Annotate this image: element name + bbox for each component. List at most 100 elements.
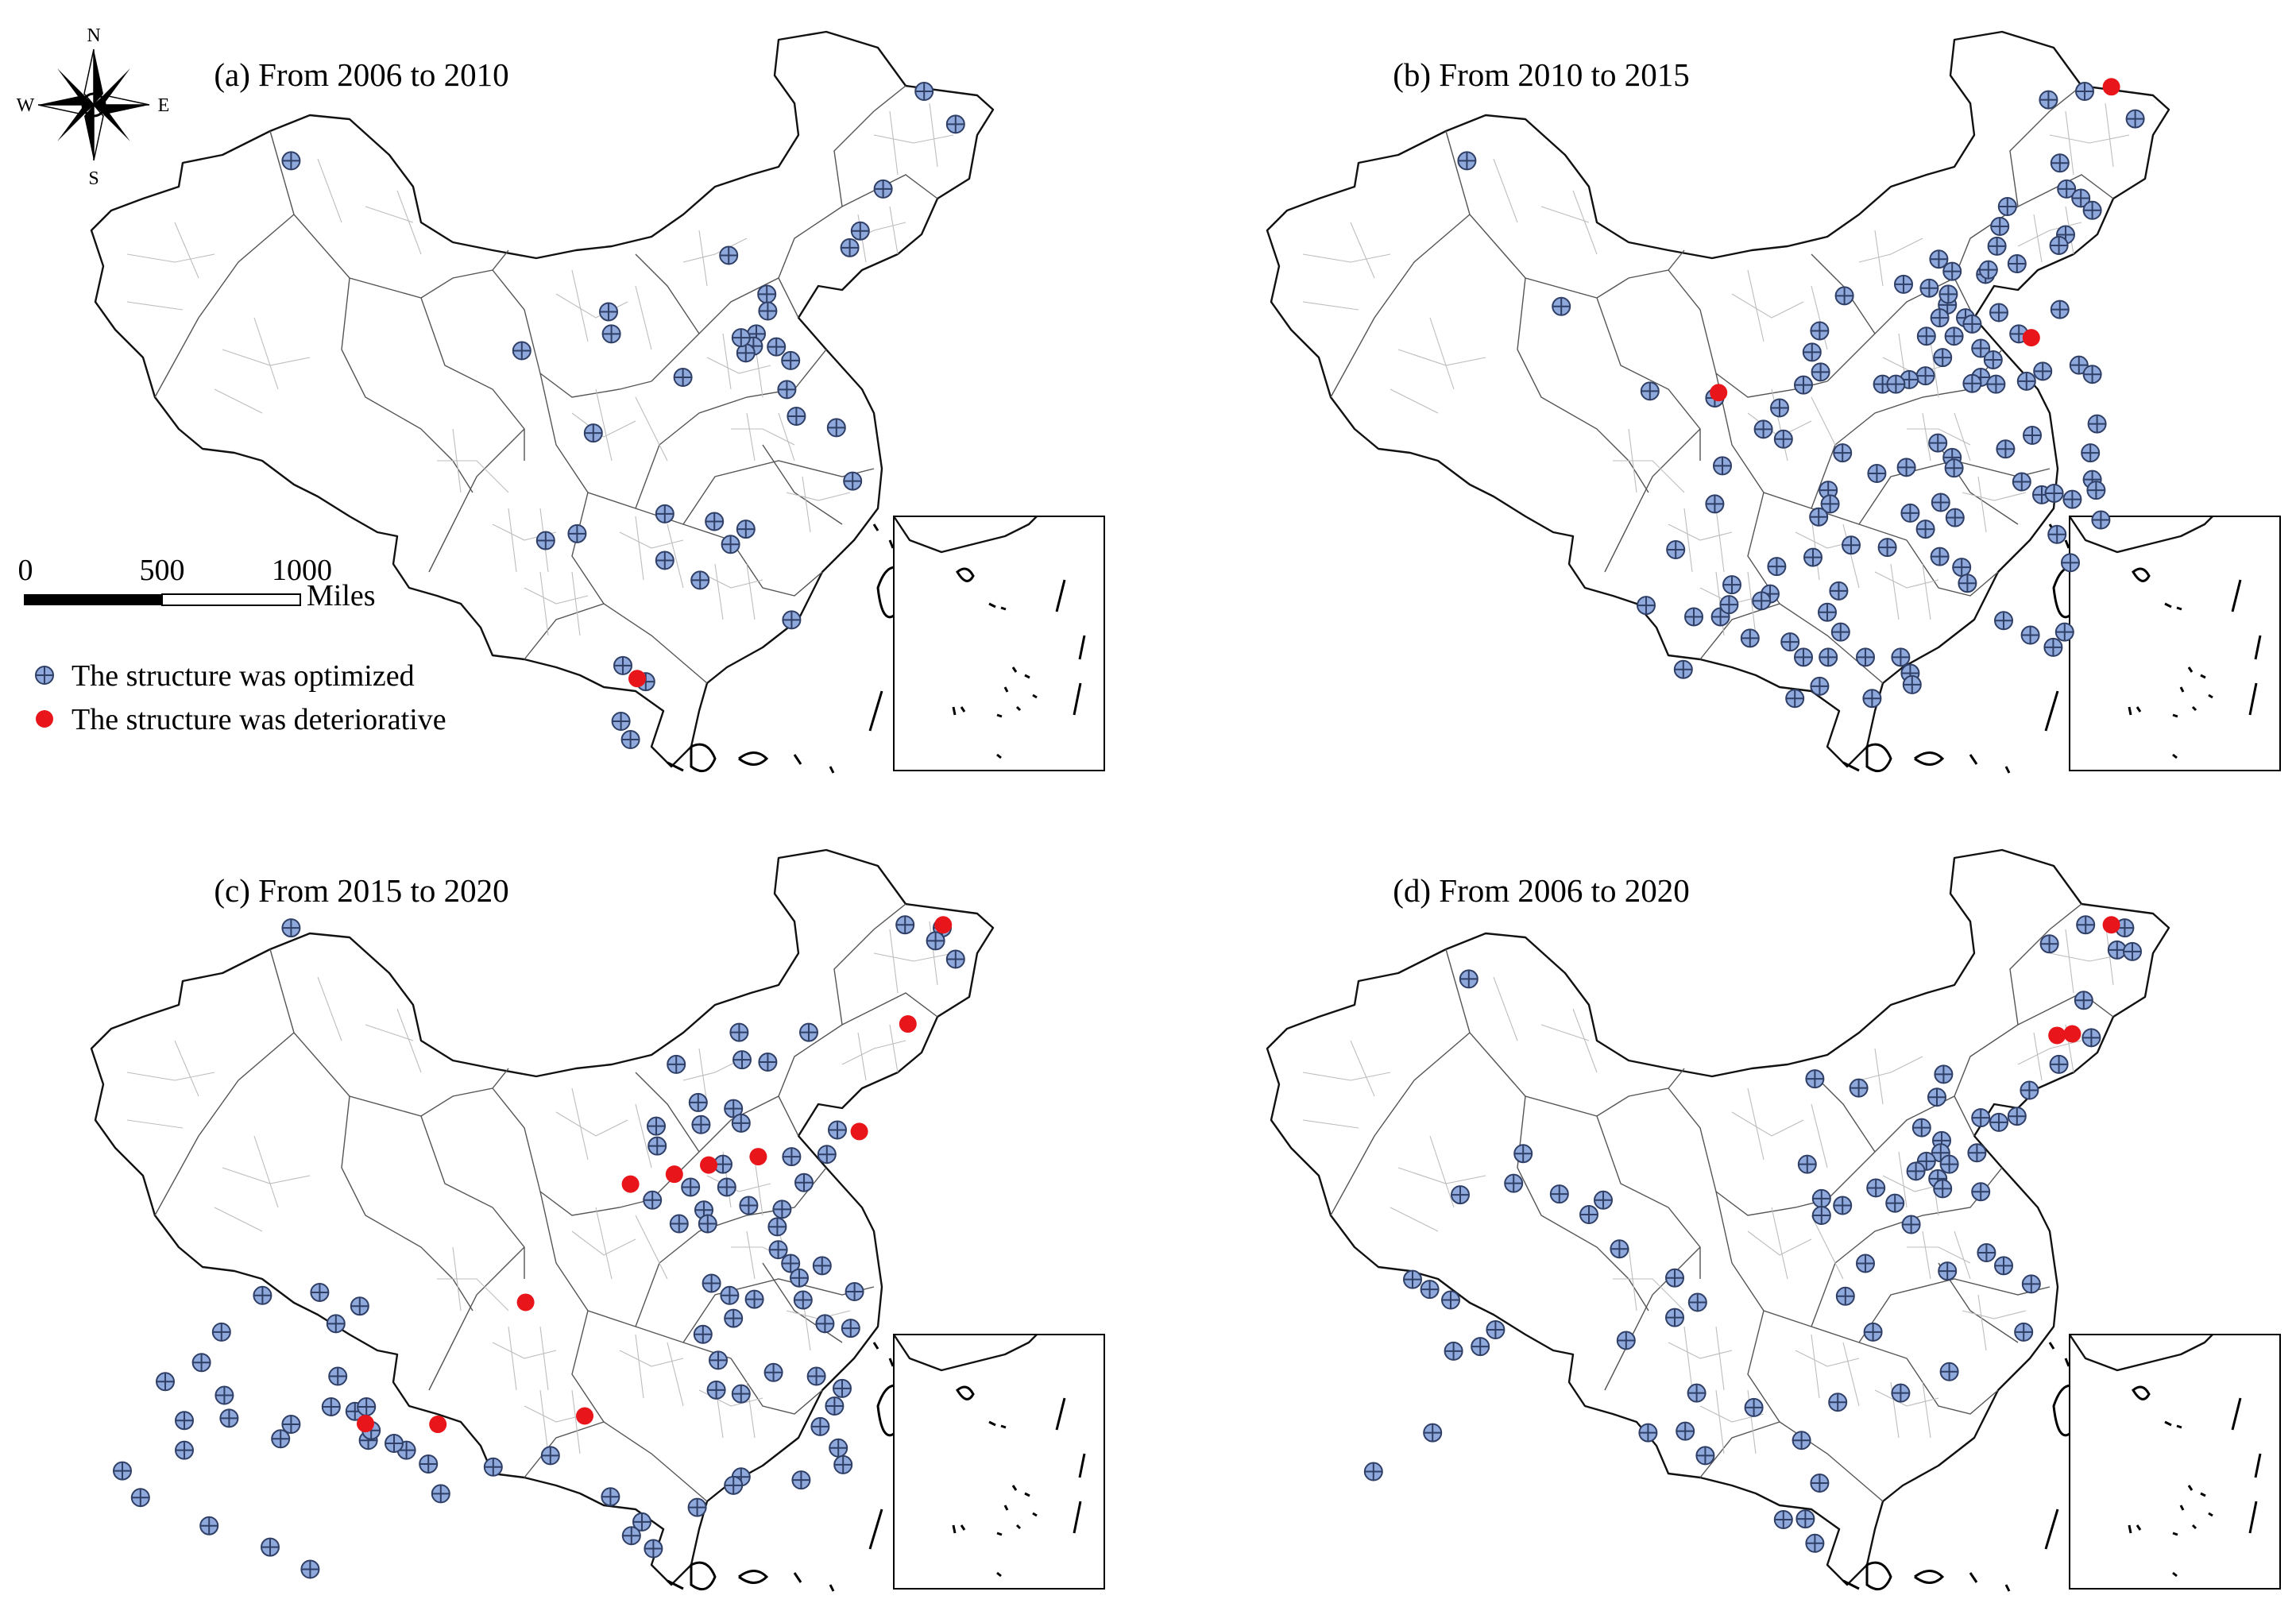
optimized-city-marker [687, 1497, 707, 1517]
deteriorative-city-marker [749, 1148, 767, 1166]
legend: The structure was optimized The structur… [35, 659, 446, 736]
optimized-city-marker [1915, 520, 1935, 539]
optimized-city-marker [1579, 1205, 1598, 1225]
optimized-city-marker [2020, 625, 2040, 645]
optimized-city-marker [1637, 596, 1656, 616]
optimized-city-marker [1811, 362, 1830, 382]
optimized-city-marker [736, 520, 756, 539]
optimized-city-marker [1684, 607, 1703, 627]
optimized-city-marker [419, 1454, 439, 1474]
deteriorative-city-marker [516, 1293, 535, 1311]
optimized-city-marker [790, 1268, 809, 1288]
optimized-city-marker [1819, 647, 1838, 667]
scale-bar: 0 500 1000 Miles [18, 554, 376, 612]
optimized-city-marker [1740, 628, 1760, 648]
optimized-city-marker [1486, 1320, 1506, 1339]
optimized-city-marker [739, 1196, 759, 1215]
optimized-city-marker [1549, 1184, 1569, 1204]
south-china-sea-inset [2069, 516, 2281, 771]
optimized-city-marker [601, 1487, 620, 1507]
south-china-sea-inset [893, 1334, 1105, 1590]
deteriorative-city-marker [2048, 1026, 2066, 1045]
optimized-city-marker [1989, 303, 2008, 323]
optimized-city-marker [1451, 1185, 1470, 1205]
optimized-city-marker [1676, 1421, 1695, 1441]
optimized-city-marker [219, 1408, 239, 1428]
optimized-city-marker [113, 1461, 132, 1481]
optimized-city-marker [1753, 419, 1773, 439]
optimized-city-marker [2081, 1028, 2101, 1048]
optimized-city-marker [717, 1177, 736, 1197]
scale-tick-500: 500 [140, 554, 185, 587]
deteriorative-city-marker [700, 1156, 717, 1174]
optimized-city-marker [2074, 991, 2093, 1010]
optimized-city-marker [2007, 1107, 2027, 1126]
optimized-city-marker [1835, 1286, 1855, 1306]
optimized-city-marker [632, 1512, 651, 1532]
optimized-city-marker [1944, 326, 1964, 346]
optimized-city-marker [1459, 969, 1478, 989]
legend-optimized-marker [35, 666, 54, 685]
optimized-city-marker [1797, 1154, 1817, 1174]
optimized-city-marker [2062, 489, 2082, 509]
optimized-city-marker [1773, 429, 1793, 449]
optimized-city-marker [1441, 1290, 1460, 1310]
optimized-city-marker [667, 1054, 686, 1074]
panel-title-b: (b) From 2010 to 2015 [1393, 56, 1690, 93]
optimized-city-marker [1877, 538, 1897, 558]
optimized-city-marker [1457, 151, 1477, 171]
optimized-city-marker [1773, 1510, 1793, 1530]
legend-optimized-label: The structure was optimized [72, 659, 415, 693]
optimized-city-marker [702, 1273, 721, 1293]
optimized-city-marker [782, 1147, 802, 1167]
optimized-city-marker [1978, 260, 1998, 280]
optimized-city-marker [1885, 1193, 1905, 1213]
optimized-city-marker [1983, 350, 2003, 369]
optimized-city-marker [2047, 524, 2067, 544]
optimized-city-marker [175, 1440, 194, 1460]
optimized-city-marker [1805, 1069, 1825, 1089]
optimized-city-marker [1939, 1362, 1959, 1381]
deteriorative-city-marker [429, 1416, 447, 1434]
optimized-city-marker [1939, 1154, 1959, 1174]
optimized-city-marker [2044, 483, 2064, 503]
optimized-city-marker [1785, 689, 1805, 709]
optimized-city-marker [681, 1177, 701, 1197]
optimized-city-marker [261, 1537, 280, 1557]
south-china-sea-inset [2069, 1334, 2281, 1590]
optimized-city-marker [1552, 296, 1571, 316]
optimized-city-marker [357, 1396, 377, 1416]
optimized-city-marker [567, 523, 587, 543]
optimized-city-marker [1987, 236, 2007, 256]
map-panel-a [90, 30, 1105, 775]
compass-north-label: N [87, 25, 100, 46]
optimized-city-marker [540, 1446, 560, 1466]
optimized-city-marker [2014, 1322, 2034, 1342]
optimized-city-marker [2107, 940, 2127, 960]
optimized-city-marker [815, 1314, 835, 1334]
optimized-city-marker [758, 301, 778, 321]
optimized-city-marker [1866, 1178, 1886, 1198]
optimized-city-marker [1962, 373, 1982, 393]
optimized-city-marker [840, 238, 860, 257]
optimized-city-marker [2050, 299, 2070, 319]
south-china-sea-inset [893, 516, 1105, 771]
compass-south-label: S [88, 168, 99, 189]
optimized-city-marker [772, 1199, 792, 1219]
optimized-city-marker [1856, 647, 1875, 667]
optimized-city-marker [1902, 674, 1922, 694]
optimized-city-marker [1810, 321, 1830, 341]
optimized-city-marker [1967, 1143, 1987, 1163]
optimized-city-marker [1944, 458, 1964, 478]
optimized-city-marker [706, 1380, 726, 1400]
optimized-city-marker [599, 302, 618, 322]
optimized-city-marker [799, 1022, 818, 1042]
optimized-city-marker [1994, 1256, 2013, 1276]
optimized-city-marker [1363, 1462, 1383, 1481]
optimized-city-marker [1891, 1383, 1911, 1403]
optimized-city-marker [693, 1324, 713, 1344]
optimized-city-marker [1666, 540, 1686, 559]
optimized-city-marker [1818, 602, 1837, 622]
optimized-city-marker [2007, 254, 2027, 273]
